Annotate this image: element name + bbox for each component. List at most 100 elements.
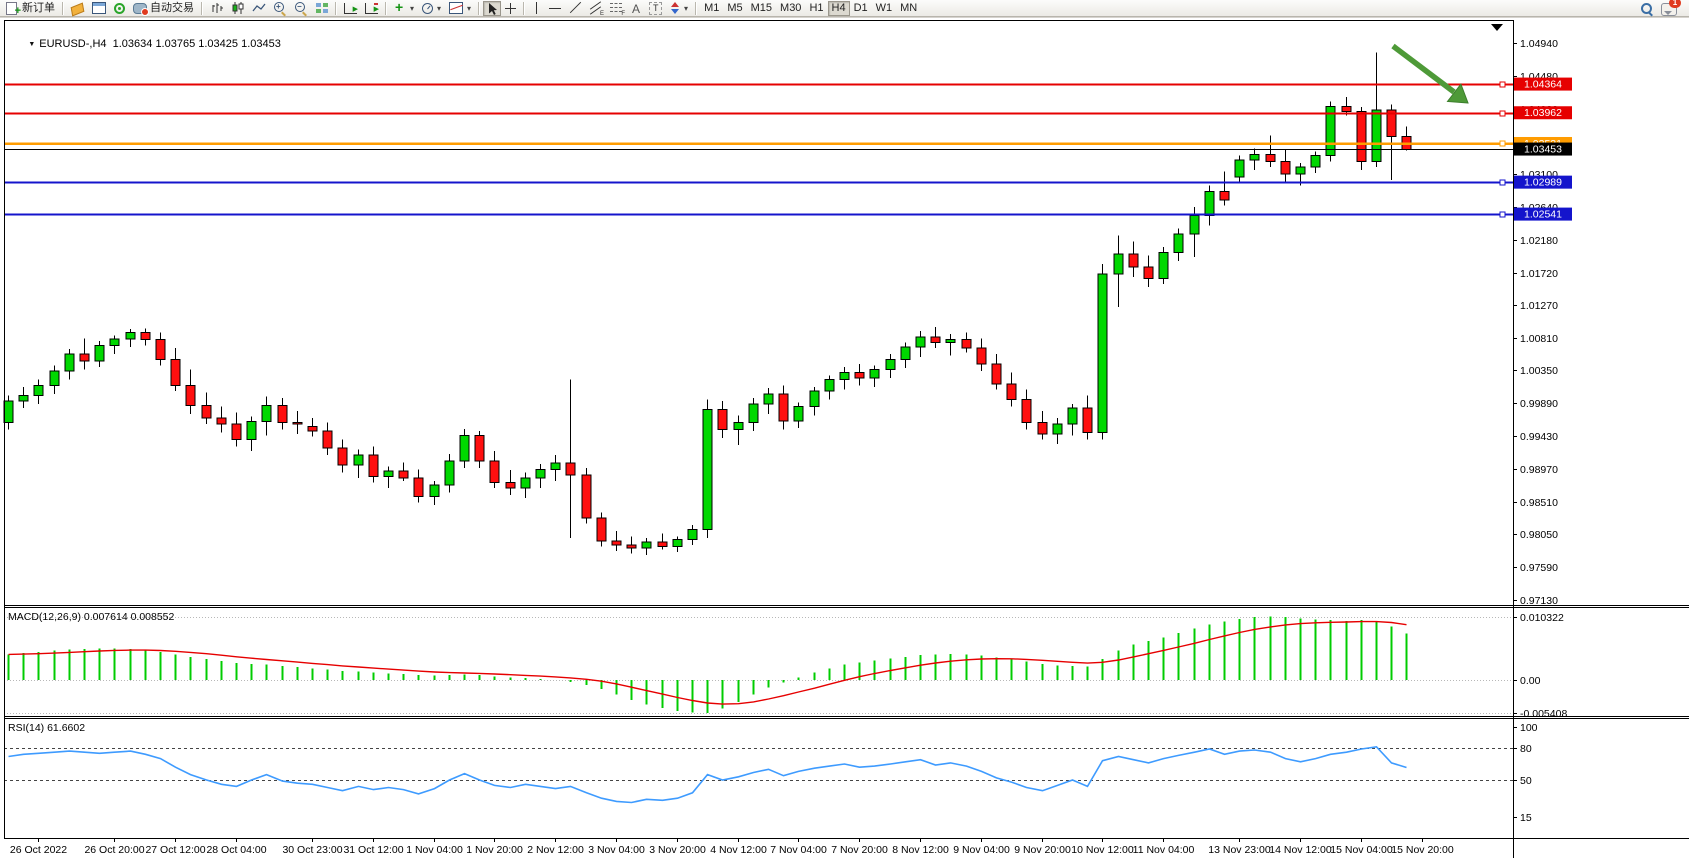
chart-canvas[interactable]: 1.049401.044801.040201.035601.031001.026…	[0, 18, 1689, 861]
bear-candle	[170, 359, 181, 386]
candlestick-chart-type-button[interactable]	[227, 1, 248, 16]
bull-candle	[824, 379, 835, 392]
time-tick-label: 10 Nov 12:00	[1071, 844, 1134, 856]
toolbar-separator	[62, 1, 64, 15]
cursor-tool-button[interactable]	[483, 0, 502, 16]
tf-m15-button[interactable]: M15	[747, 1, 776, 16]
time-tick-label: 9 Nov 04:00	[953, 844, 1010, 856]
main-price-pane[interactable]	[3, 52, 1412, 556]
text-tool-button[interactable]	[627, 1, 645, 16]
tf-d1-button[interactable]: D1	[850, 1, 872, 16]
auto-scroll-button[interactable]	[340, 1, 361, 16]
notification-badge: 1	[1669, 0, 1681, 8]
bar-chart-type-button[interactable]	[206, 1, 227, 16]
rsi-tick-label: 50	[1520, 775, 1532, 787]
arrows-tool-button[interactable]	[666, 1, 692, 16]
bear-candle	[991, 363, 1002, 385]
new-order-label: 新订单	[22, 1, 55, 14]
line-anchor-handle	[1499, 110, 1506, 117]
rsi-pane[interactable]	[4, 745, 1513, 804]
price-label-1.04364[interactable]: 1.04364	[1514, 77, 1572, 91]
horizontal-line-object-1.02541[interactable]	[4, 211, 1513, 218]
svg-text:1.02989: 1.02989	[1524, 177, 1562, 189]
horizontal-line-object-1.04364[interactable]	[4, 81, 1513, 88]
toolbar-separator	[201, 1, 203, 15]
search-button[interactable]	[1636, 1, 1657, 16]
crosshair-tool-button[interactable]	[501, 1, 520, 16]
tf-m30-button[interactable]: M30	[776, 1, 805, 16]
tf-h4-button[interactable]: H4	[827, 0, 850, 16]
time-tick-label: 3 Nov 04:00	[588, 844, 645, 856]
bull-candle	[1113, 253, 1124, 275]
price-tick-label: 0.97130	[1520, 595, 1558, 607]
chart-shift-button[interactable]	[361, 1, 382, 16]
eraser-button[interactable]	[67, 1, 88, 16]
bear-candle	[1341, 105, 1352, 112]
new-order-icon	[6, 2, 21, 17]
horizontal-line-object-1.03962[interactable]	[4, 110, 1513, 117]
time-tick-label: 27 Oct 12:00	[145, 844, 205, 856]
horizontal-line-tool-button[interactable]	[545, 1, 565, 16]
line-chart-type-button[interactable]	[248, 1, 270, 16]
signals-button[interactable]	[110, 1, 129, 16]
price-tick-label: 0.99430	[1520, 431, 1558, 443]
tile-windows-button[interactable]	[312, 1, 332, 16]
bear-candle	[778, 393, 789, 422]
channel-tool-button[interactable]	[585, 1, 606, 17]
templates-button[interactable]	[445, 1, 475, 16]
horizontal-line-object-1.03531[interactable]	[4, 140, 1513, 147]
bull-candle	[261, 404, 272, 423]
bull-candle	[1052, 423, 1063, 435]
current-price-label[interactable]: 1.03453	[1514, 142, 1572, 156]
indicators-button[interactable]	[390, 0, 418, 16]
bull-candle	[1067, 407, 1078, 425]
trendline-tool-button[interactable]	[565, 1, 585, 16]
vertical-line-tool-button[interactable]	[528, 1, 545, 16]
periods-button[interactable]	[418, 1, 445, 16]
macd-pane[interactable]	[4, 616, 1513, 714]
time-tick-label: 15 Nov 20:00	[1391, 844, 1454, 856]
text-icon	[631, 2, 641, 14]
price-label-1.02989[interactable]: 1.02989	[1514, 175, 1572, 189]
tf-m1-button[interactable]: M1	[700, 1, 723, 16]
bear-candle	[216, 417, 227, 425]
bear-candle	[976, 347, 987, 365]
fibonacci-tool-button[interactable]	[606, 1, 627, 17]
bear-candle	[155, 339, 166, 361]
zoom-in-button[interactable]: +	[270, 1, 291, 16]
zoom-out-button[interactable]: −	[291, 1, 312, 16]
bear-candle	[854, 371, 865, 379]
bear-candle	[322, 430, 333, 449]
time-tick-label: 9 Nov 20:00	[1014, 844, 1071, 856]
svg-text:1.04364: 1.04364	[1524, 79, 1562, 91]
time-axis[interactable]: 26 Oct 2022 26 Oct 20:00 27 Oct 12:00 28 Oc…	[10, 838, 1454, 856]
chart-area[interactable]: 1.049401.044801.040201.035601.031001.026…	[0, 18, 1689, 861]
bull-candle	[1189, 215, 1200, 235]
bull-candle	[672, 538, 683, 548]
notifications-button[interactable]: 1	[1657, 0, 1681, 16]
price-label-1.03962[interactable]: 1.03962	[1514, 106, 1572, 120]
price-label-1.02541[interactable]: 1.02541	[1514, 207, 1572, 221]
bull-candle	[3, 400, 14, 423]
tf-h1-button[interactable]: H1	[805, 1, 827, 16]
price-tick-label: 1.02180	[1520, 235, 1558, 247]
bear-candle	[581, 474, 592, 519]
charts-window-button[interactable]	[88, 1, 110, 16]
tf-mn-button[interactable]: MN	[896, 1, 921, 16]
chart-window-icon	[92, 2, 106, 14]
text-label-tool-button[interactable]	[645, 1, 666, 16]
bull-candle	[444, 460, 455, 486]
tf-m5-button[interactable]: M5	[723, 1, 746, 16]
tf-w1-button[interactable]: W1	[872, 1, 897, 16]
horizontal-line-object-1.02989[interactable]	[4, 179, 1513, 186]
autotrading-button[interactable]: 自动交易	[129, 1, 198, 16]
bar-chart-icon	[212, 3, 223, 13]
bear-candle	[1082, 407, 1093, 433]
time-tick-label: 30 Oct 23:00	[282, 844, 342, 856]
bear-candle	[307, 426, 318, 432]
oneclick-trading-caret-icon[interactable]: ▼	[28, 41, 36, 48]
annotation-arrow[interactable]	[1391, 43, 1469, 104]
time-tick-label: 13 Nov 23:00	[1208, 844, 1271, 856]
new-order-button[interactable]: 新订单	[2, 1, 59, 17]
